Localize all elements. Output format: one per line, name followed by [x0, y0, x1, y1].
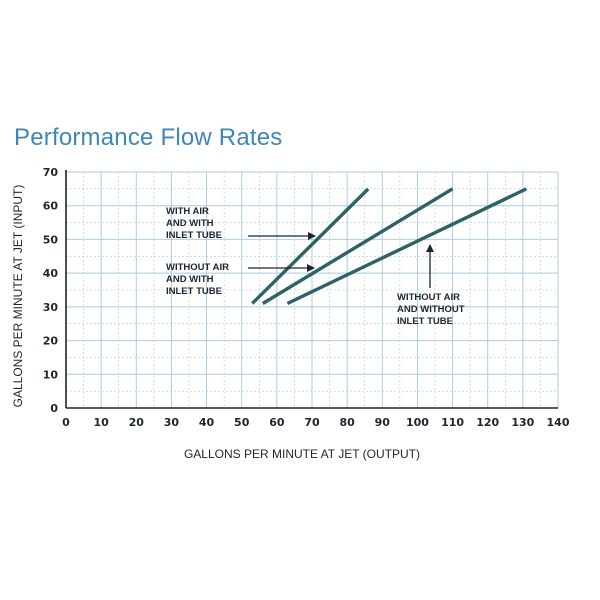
series-line-1 — [251, 187, 370, 305]
x-tick-label: 130 — [511, 416, 534, 429]
y-tick-label: 50 — [43, 233, 59, 246]
series-lines — [251, 187, 528, 306]
x-tick-label: 120 — [476, 416, 499, 429]
series-line-3 — [286, 187, 528, 306]
y-tick-label: 10 — [43, 368, 59, 381]
y-tick-label: 0 — [50, 402, 58, 415]
x-tick-label: 60 — [269, 416, 285, 429]
x-axis-label: GALLONS PER MINUTE AT JET (OUTPUT) — [184, 447, 420, 461]
x-tick-label: 140 — [547, 416, 570, 429]
x-tick-label: 90 — [375, 416, 391, 429]
annotation-text-line: WITH AIR — [166, 206, 209, 217]
x-tick-label: 50 — [234, 416, 250, 429]
annotation-text-line: WITHOUT AIR — [397, 292, 460, 303]
x-tick-label: 20 — [129, 416, 145, 429]
annotation-text-line: AND WITH — [166, 274, 214, 285]
x-tick-label: 70 — [304, 416, 320, 429]
x-tick-label: 40 — [199, 416, 215, 429]
y-tick-label: 70 — [43, 166, 59, 179]
tick-labels: 0 10 20 30 40 50 60 70 80 90 100 110 120 130 140 0 10 20 3… — [43, 166, 570, 429]
x-tick-label: 110 — [441, 416, 464, 429]
series-line-2 — [261, 187, 454, 305]
x-tick-label: 10 — [93, 416, 109, 429]
axes — [65, 170, 558, 409]
y-tick-label: 40 — [43, 267, 59, 280]
x-tick-label: 100 — [406, 416, 429, 429]
x-tick-label: 0 — [62, 416, 70, 429]
annotation-text-line: INLET TUBE — [166, 286, 222, 297]
annotation-text-line: AND WITH — [166, 218, 214, 229]
y-tick-label: 20 — [43, 335, 59, 348]
x-tick-label: 80 — [339, 416, 355, 429]
y-axis-label: GALLONS PER MINUTE AT JET (INPUT) — [11, 185, 25, 408]
y-tick-label: 60 — [43, 200, 59, 213]
y-tick-label: 30 — [43, 301, 59, 314]
annotation-text-line: INLET TUBE — [166, 230, 222, 241]
chart-title: Performance Flow Rates — [14, 124, 283, 151]
annotation-text-line: INLET TUBE — [397, 316, 453, 327]
annotation-text-line: WITHOUT AIR — [166, 262, 229, 273]
x-tick-label: 30 — [164, 416, 180, 429]
annotation-text-line: AND WITHOUT — [397, 304, 465, 315]
